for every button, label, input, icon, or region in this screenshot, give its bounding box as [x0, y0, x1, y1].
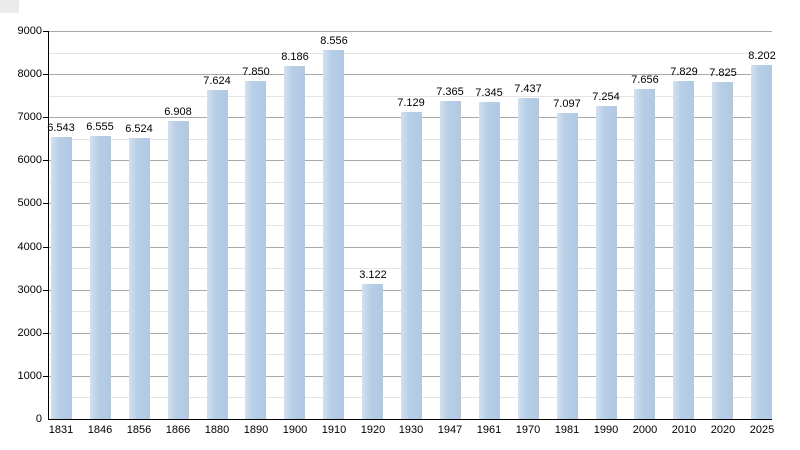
- bar-value-label: 7.254: [592, 91, 620, 103]
- bar-value-label: 8.186: [281, 51, 309, 63]
- bar-1831: [51, 137, 72, 419]
- x-tick-label: 2020: [710, 424, 736, 436]
- plot-area: 6.543 6.555 6.524 6.908 7.624 7.850 8.186 8.556…: [47, 31, 776, 420]
- x-tick-label: 1981: [554, 424, 580, 436]
- y-axis-tick: [43, 31, 48, 32]
- y-axis-tick: [43, 117, 48, 118]
- bar-value-label: 8.556: [320, 35, 348, 47]
- x-tick-label: 1970: [515, 424, 541, 436]
- minor-gridline: [49, 96, 772, 97]
- y-tick-label: 9000: [17, 25, 42, 37]
- x-tick-label: 1856: [126, 424, 152, 436]
- x-tick-label: 1990: [593, 424, 619, 436]
- y-axis-tick: [43, 74, 48, 75]
- bar-1846: [90, 136, 111, 419]
- x-tick-label: 1961: [476, 424, 502, 436]
- bar-value-label: 7.437: [514, 83, 542, 95]
- y-axis-tick: [43, 290, 48, 291]
- bar-value-label: 7.624: [203, 75, 231, 87]
- y-tick-label: 7000: [17, 111, 42, 123]
- bar-value-label: 6.524: [125, 123, 153, 135]
- bar-value-label: 3.122: [359, 269, 387, 281]
- bar-1947: [440, 101, 461, 419]
- bar-value-label: 7.097: [553, 98, 581, 110]
- bar-1900: [284, 66, 305, 419]
- bar-value-label: 7.850: [242, 66, 270, 78]
- y-axis-tick: [43, 203, 48, 204]
- y-tick-label: 1000: [17, 370, 42, 382]
- x-tick-label: 2010: [671, 424, 697, 436]
- bar-1910: [323, 50, 344, 419]
- bar-value-label: 7.656: [631, 74, 659, 86]
- y-tick-label: 0: [35, 413, 42, 425]
- y-axis-tick: [43, 160, 48, 161]
- y-tick-label: 2000: [17, 327, 42, 339]
- x-tick-label: 1947: [437, 424, 463, 436]
- bar-1866: [168, 121, 189, 419]
- x-tick-label: 1930: [398, 424, 424, 436]
- x-tick-label: 1880: [204, 424, 230, 436]
- y-tick-label: 5000: [17, 197, 42, 209]
- y-tick-label: 8000: [17, 68, 42, 80]
- bar-value-label: 7.829: [670, 66, 698, 78]
- x-tick-label: 1920: [360, 424, 386, 436]
- bar-2025: [751, 65, 772, 419]
- bar-value-label: 8.202: [748, 50, 776, 62]
- bar-1990: [596, 106, 617, 419]
- bar-2000: [634, 89, 655, 419]
- x-tick-label: 2000: [632, 424, 658, 436]
- x-tick-label: 1831: [48, 424, 74, 436]
- corner-artifact: [0, 0, 19, 13]
- bar-value-label: 7.825: [709, 67, 737, 79]
- x-tick-label: 1910: [321, 424, 347, 436]
- bar-1961: [479, 102, 500, 419]
- bar-2010: [673, 81, 694, 419]
- bar-value-label: 6.543: [47, 122, 75, 134]
- x-tick-label: 1866: [165, 424, 191, 436]
- bar-1970: [518, 98, 539, 419]
- y-axis-tick: [43, 333, 48, 334]
- bar-1890: [245, 81, 266, 419]
- y-tick-label: 6000: [17, 154, 42, 166]
- major-gridline: [49, 74, 772, 75]
- x-tick-label: 2025: [749, 424, 775, 436]
- bar-1981: [557, 113, 578, 419]
- x-tick-label: 1890: [243, 424, 269, 436]
- bar-1920: [362, 284, 383, 419]
- minor-gridline: [49, 53, 772, 54]
- bar-value-label: 6.555: [86, 121, 114, 133]
- y-axis-tick: [43, 247, 48, 248]
- y-axis-tick: [43, 376, 48, 377]
- y-tick-label: 4000: [17, 241, 42, 253]
- bar-1930: [401, 112, 422, 419]
- bar-value-label: 6.908: [164, 106, 192, 118]
- bar-value-label: 7.365: [436, 86, 464, 98]
- major-gridline: [49, 31, 772, 32]
- y-tick-label: 3000: [17, 284, 42, 296]
- x-tick-label: 1846: [87, 424, 113, 436]
- bar-value-label: 7.345: [475, 87, 503, 99]
- bar-value-label: 7.129: [397, 97, 425, 109]
- bar-1880: [207, 90, 228, 419]
- bar-2020: [712, 82, 733, 419]
- bar-1856: [129, 138, 150, 419]
- x-tick-label: 1900: [282, 424, 308, 436]
